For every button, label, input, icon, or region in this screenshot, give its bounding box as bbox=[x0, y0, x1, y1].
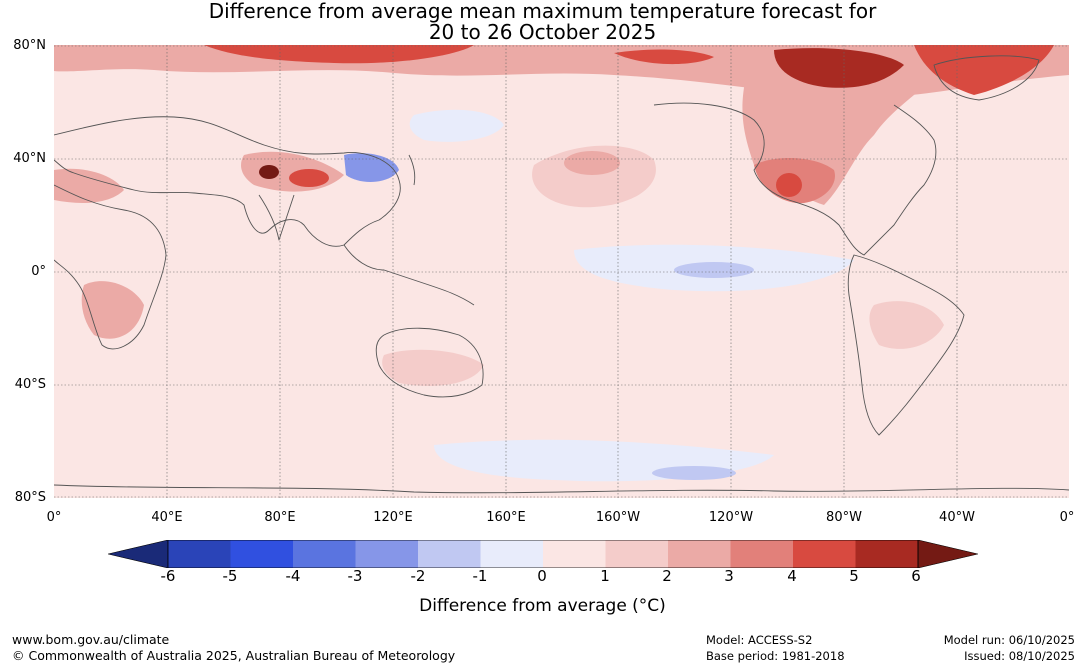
coast-north-america bbox=[653, 102, 937, 256]
colorbar-segment bbox=[480, 540, 544, 568]
footer-model-run: Model run: 06/10/2025 bbox=[943, 633, 1075, 647]
colorbar-segment bbox=[605, 540, 669, 568]
footer-issued: Issued: 08/10/2025 bbox=[964, 649, 1075, 663]
colorbar-tick: -5 bbox=[222, 567, 238, 585]
colorbar-segment bbox=[543, 540, 606, 568]
colorbar-extend-high bbox=[917, 540, 978, 568]
anomaly-greenland bbox=[914, 45, 1054, 95]
colorbar-segment bbox=[668, 540, 731, 568]
anomaly-south-america bbox=[869, 301, 944, 349]
lon-label-160e: 160°E bbox=[486, 510, 526, 525]
anomaly-europe bbox=[54, 168, 124, 203]
colorbar-segment bbox=[793, 540, 856, 568]
coast-southeast-asia bbox=[343, 244, 475, 306]
lon-label-120e: 120°E bbox=[373, 510, 413, 525]
colorbar-segment bbox=[230, 540, 294, 568]
colorbar-tick: 2 bbox=[662, 567, 672, 585]
colorbar-segment bbox=[168, 540, 231, 568]
colorbar-segment bbox=[355, 540, 419, 568]
lon-label-120w: 120°W bbox=[708, 510, 754, 525]
colorbar-tick: 3 bbox=[724, 567, 734, 585]
coastlines bbox=[54, 55, 1069, 494]
colorbar-tick: -6 bbox=[160, 567, 176, 585]
colorbar-segment bbox=[730, 540, 794, 568]
anomaly-australia bbox=[382, 349, 484, 386]
anomaly-tibet-core bbox=[289, 169, 329, 187]
anomaly-north-pacific-core bbox=[564, 151, 620, 175]
lat-label-40n: 40°N bbox=[13, 151, 46, 166]
footer-url: www.bom.gov.au/climate bbox=[12, 632, 170, 647]
colorbar-tick: -2 bbox=[410, 567, 426, 585]
anomaly-north-pacific bbox=[532, 145, 656, 208]
lon-label-80w: 80°W bbox=[826, 510, 862, 525]
lon-label-160w: 160°W bbox=[595, 510, 641, 525]
footer-model: Model: ACCESS-S2 bbox=[706, 633, 813, 647]
footer-base-period: Base period: 1981-2018 bbox=[706, 649, 845, 663]
lon-label-80e: 80°E bbox=[264, 510, 296, 525]
coast-south-america bbox=[847, 254, 965, 436]
colorbar-tick: 5 bbox=[849, 567, 859, 585]
colorbar-tick: -1 bbox=[472, 567, 488, 585]
colorbar-tick: -4 bbox=[285, 567, 301, 585]
colorbar-frame bbox=[167, 540, 919, 568]
colorbar-tick: 0 bbox=[537, 567, 547, 585]
colorbar-tick: -3 bbox=[347, 567, 363, 585]
colorbar-tick: 1 bbox=[600, 567, 610, 585]
temperature-anomaly-map bbox=[54, 45, 1069, 498]
coast-africa bbox=[54, 184, 167, 350]
map-title-line2: 20 to 26 October 2025 bbox=[428, 20, 657, 44]
anomaly-arctic-east bbox=[614, 49, 714, 65]
lat-label-40s: 40°S bbox=[14, 377, 46, 392]
colorbar-label: Difference from average (°C) bbox=[419, 596, 666, 616]
anomaly-arctic-strong bbox=[204, 45, 474, 64]
lon-label-40w: 40°W bbox=[939, 510, 975, 525]
anomaly-siberia-cool bbox=[409, 109, 504, 142]
lon-label-40e: 40°E bbox=[151, 510, 183, 525]
map-background bbox=[54, 45, 1069, 498]
colorbar-segment bbox=[418, 540, 481, 568]
anomaly-texas bbox=[776, 173, 802, 197]
colorbar bbox=[108, 540, 978, 568]
colorbar-segment bbox=[293, 540, 356, 568]
coast-greenland bbox=[933, 55, 1040, 101]
coast-japan bbox=[408, 154, 416, 186]
anomaly-pamir-peak bbox=[259, 165, 279, 179]
lat-label-80n: 80°N bbox=[13, 38, 46, 53]
anomaly-north-america-strong bbox=[774, 48, 904, 88]
gridlines bbox=[54, 45, 1069, 498]
coast-india bbox=[258, 194, 295, 241]
anomaly-africa bbox=[81, 281, 144, 339]
coast-eurasia bbox=[54, 116, 401, 247]
lat-label-80s: 80°S bbox=[14, 490, 46, 505]
anomaly-east-asia-cool bbox=[344, 153, 399, 182]
colorbar-segment bbox=[855, 540, 919, 568]
coast-australia bbox=[375, 327, 484, 398]
lon-label-0-right: 0° bbox=[1059, 510, 1075, 525]
anomaly-equatorial-core bbox=[674, 262, 754, 278]
footer-copyright: © Commonwealth of Australia 2025, Austra… bbox=[12, 648, 456, 663]
map-title-line1: Difference from average mean maximum tem… bbox=[208, 0, 877, 23]
colorbar-extend-low bbox=[108, 540, 169, 568]
anomaly-southern-core bbox=[652, 466, 736, 480]
lat-label-0: 0° bbox=[31, 264, 46, 279]
colorbar-tick: 6 bbox=[911, 567, 921, 585]
lon-label-0: 0° bbox=[46, 510, 62, 525]
coast-antarctica bbox=[54, 484, 1069, 494]
colorbar-tick: 4 bbox=[787, 567, 797, 585]
